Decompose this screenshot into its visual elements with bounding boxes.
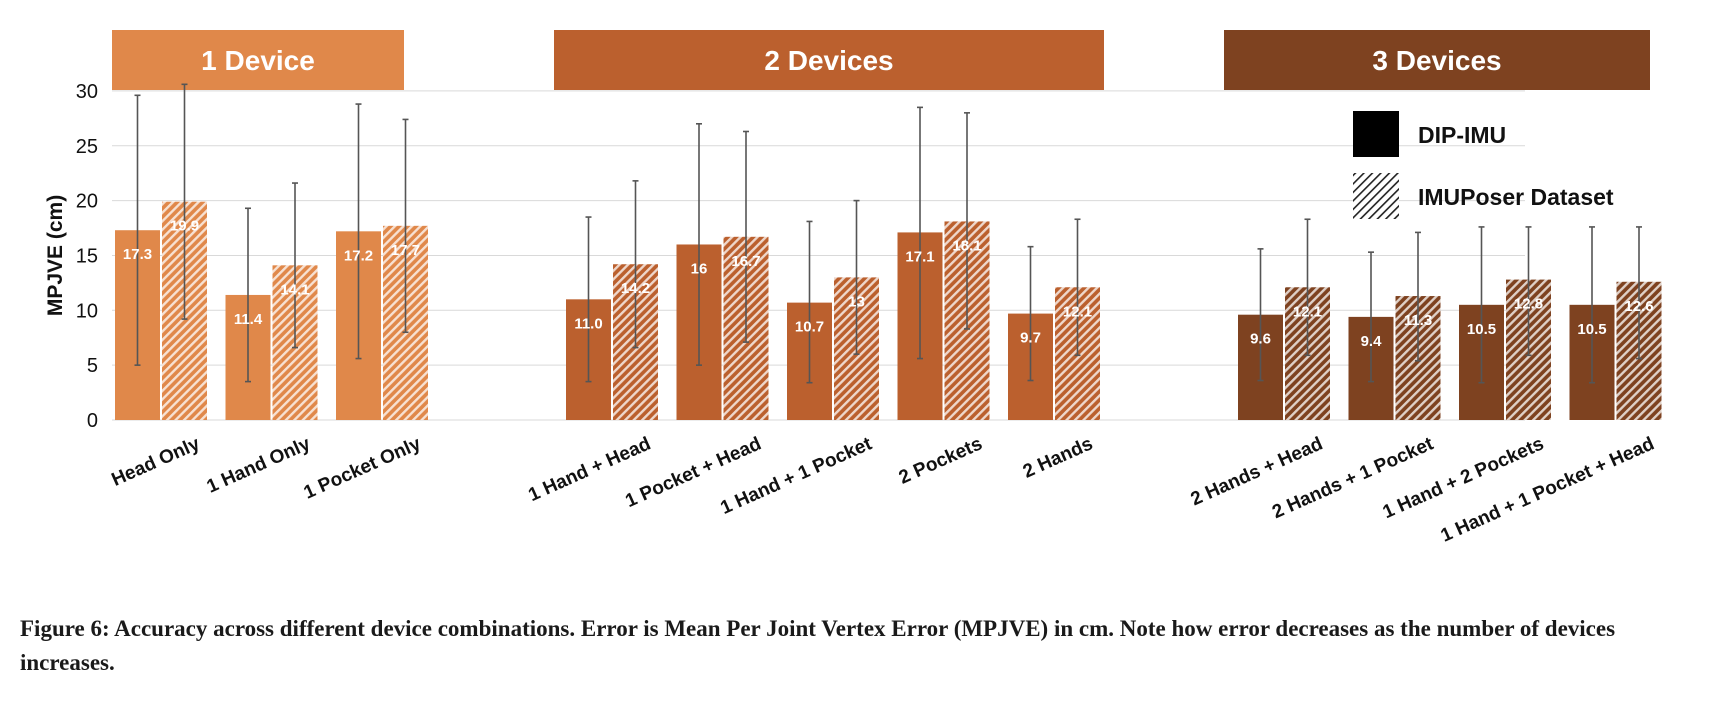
bar-value-label: 18.1 bbox=[952, 237, 981, 254]
bar-value-label: 14.2 bbox=[621, 280, 650, 297]
bar-value-label: 17.7 bbox=[391, 242, 420, 259]
legend: DIP-IMU IMUPoser Dataset bbox=[1353, 111, 1614, 219]
bar-value-label: 17.1 bbox=[905, 248, 934, 265]
bar-value-labels: 17.3 19.9 11.4 14.1 17.2 17.7 11.0 14.2 16 16.7 10… bbox=[123, 218, 1654, 350]
group-header-box bbox=[554, 30, 1104, 90]
legend-swatch-imuposer bbox=[1353, 173, 1399, 219]
y-tick-label: 30 bbox=[76, 81, 98, 103]
figure-caption: Figure 6: Accuracy across different devi… bbox=[20, 616, 1616, 675]
y-tick-label: 0 bbox=[87, 410, 98, 432]
group-headers: 1 Device 2 Devices 3 Devices bbox=[112, 30, 1650, 90]
x-tick-label: 2 Hands bbox=[1020, 433, 1096, 482]
bar-value-label: 9.6 bbox=[1250, 331, 1271, 348]
x-tick-label: 1 Hand Only bbox=[204, 433, 314, 497]
group-header-label: 2 Devices bbox=[764, 45, 893, 76]
legend-swatch-dip-imu bbox=[1353, 111, 1399, 157]
bar-value-label: 11.0 bbox=[574, 315, 602, 332]
bars bbox=[115, 201, 1662, 420]
bar-value-label: 11.3 bbox=[1404, 312, 1432, 329]
bar-value-label: 16.7 bbox=[731, 253, 760, 270]
bar-value-label: 10.7 bbox=[795, 319, 824, 336]
y-tick-label: 25 bbox=[76, 136, 98, 158]
bar-value-label: 17.3 bbox=[123, 246, 152, 263]
bar-value-label: 19.9 bbox=[170, 218, 199, 235]
bar-chart: 1 Device 2 Devices 3 Devices 17.319.911.41… bbox=[44, 30, 1662, 547]
y-tick-label: 15 bbox=[76, 245, 98, 267]
x-tick-label: 1 Pocket Only bbox=[301, 433, 425, 503]
group-header-box bbox=[112, 30, 404, 90]
group-header-box bbox=[1224, 30, 1650, 90]
y-axis-label: MPJVE (cm) bbox=[44, 195, 67, 316]
bar-value-label: 9.7 bbox=[1020, 330, 1041, 347]
bar-value-label: 12.6 bbox=[1624, 298, 1653, 315]
bar-value-label: 14.1 bbox=[280, 281, 309, 298]
bar-value-label: 12.1 bbox=[1293, 303, 1322, 320]
bar-value-label: 9.4 bbox=[1361, 333, 1383, 350]
y-tick-label: 10 bbox=[76, 300, 98, 322]
bar-value-label: 16 bbox=[691, 260, 708, 277]
group-header-label: 3 Devices bbox=[1372, 45, 1501, 76]
error-bars bbox=[134, 83, 1642, 384]
x-tick-label: Head Only bbox=[109, 433, 204, 491]
y-tick-label: 20 bbox=[76, 191, 98, 213]
x-tick-label: 2 Pockets bbox=[896, 433, 986, 488]
group-header-label: 1 Device bbox=[201, 45, 315, 76]
bar-value-label: 13 bbox=[848, 293, 865, 310]
bar-value-label: 10.5 bbox=[1467, 321, 1496, 338]
bar-value-label: 11.4 bbox=[234, 311, 263, 328]
bar-value-label: 12.1 bbox=[1063, 303, 1092, 320]
x-tick-label: 1 Hand + 1 Pocket + Head bbox=[1438, 433, 1658, 546]
bar-value-label: 17.2 bbox=[344, 247, 373, 264]
y-tick-label: 5 bbox=[87, 355, 98, 377]
bar-value-label: 12.8 bbox=[1514, 296, 1543, 313]
legend-label-dip-imu: DIP-IMU bbox=[1418, 122, 1506, 148]
bar-value-label: 10.5 bbox=[1577, 321, 1606, 338]
legend-label-imuposer: IMUPoser Dataset bbox=[1418, 184, 1614, 210]
